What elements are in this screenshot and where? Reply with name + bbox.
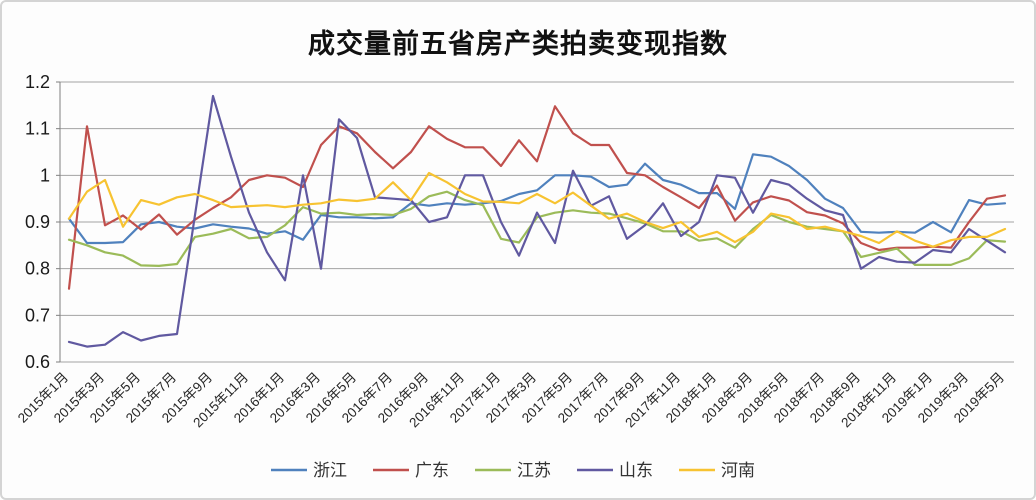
legend-item: 江苏 — [475, 461, 551, 480]
legend-item: 山东 — [577, 461, 653, 480]
y-axis-label: 0.6 — [25, 352, 50, 372]
legend-label: 河南 — [721, 461, 755, 480]
y-axis-label: 0.8 — [25, 259, 50, 279]
series-line-河南 — [67, 171, 1007, 248]
legend-item: 广东 — [373, 461, 449, 480]
series-line-广东 — [67, 105, 1007, 290]
series-line-江苏 — [67, 190, 1007, 267]
y-axis-label: 1 — [40, 165, 50, 185]
y-axis-label: 1.1 — [25, 119, 50, 139]
legend-label: 广东 — [415, 461, 449, 480]
legend-label: 山东 — [619, 461, 653, 480]
legend-item: 浙江 — [271, 461, 347, 480]
y-axis-label: 1.2 — [25, 72, 50, 92]
line-chart: 1.21.110.90.80.70.62015年1月2015年3月2015年5月… — [15, 72, 1014, 480]
series-line-山东 — [67, 94, 1007, 348]
legend-item: 河南 — [679, 461, 755, 480]
chart-title: 成交量前五省房产类拍卖变现指数 — [308, 29, 728, 59]
y-axis-label: 0.7 — [25, 305, 50, 325]
legend-label: 浙江 — [313, 461, 347, 480]
y-axis-label: 0.9 — [25, 212, 50, 232]
legend-label: 江苏 — [517, 461, 551, 480]
series-line-浙江 — [67, 153, 1007, 245]
